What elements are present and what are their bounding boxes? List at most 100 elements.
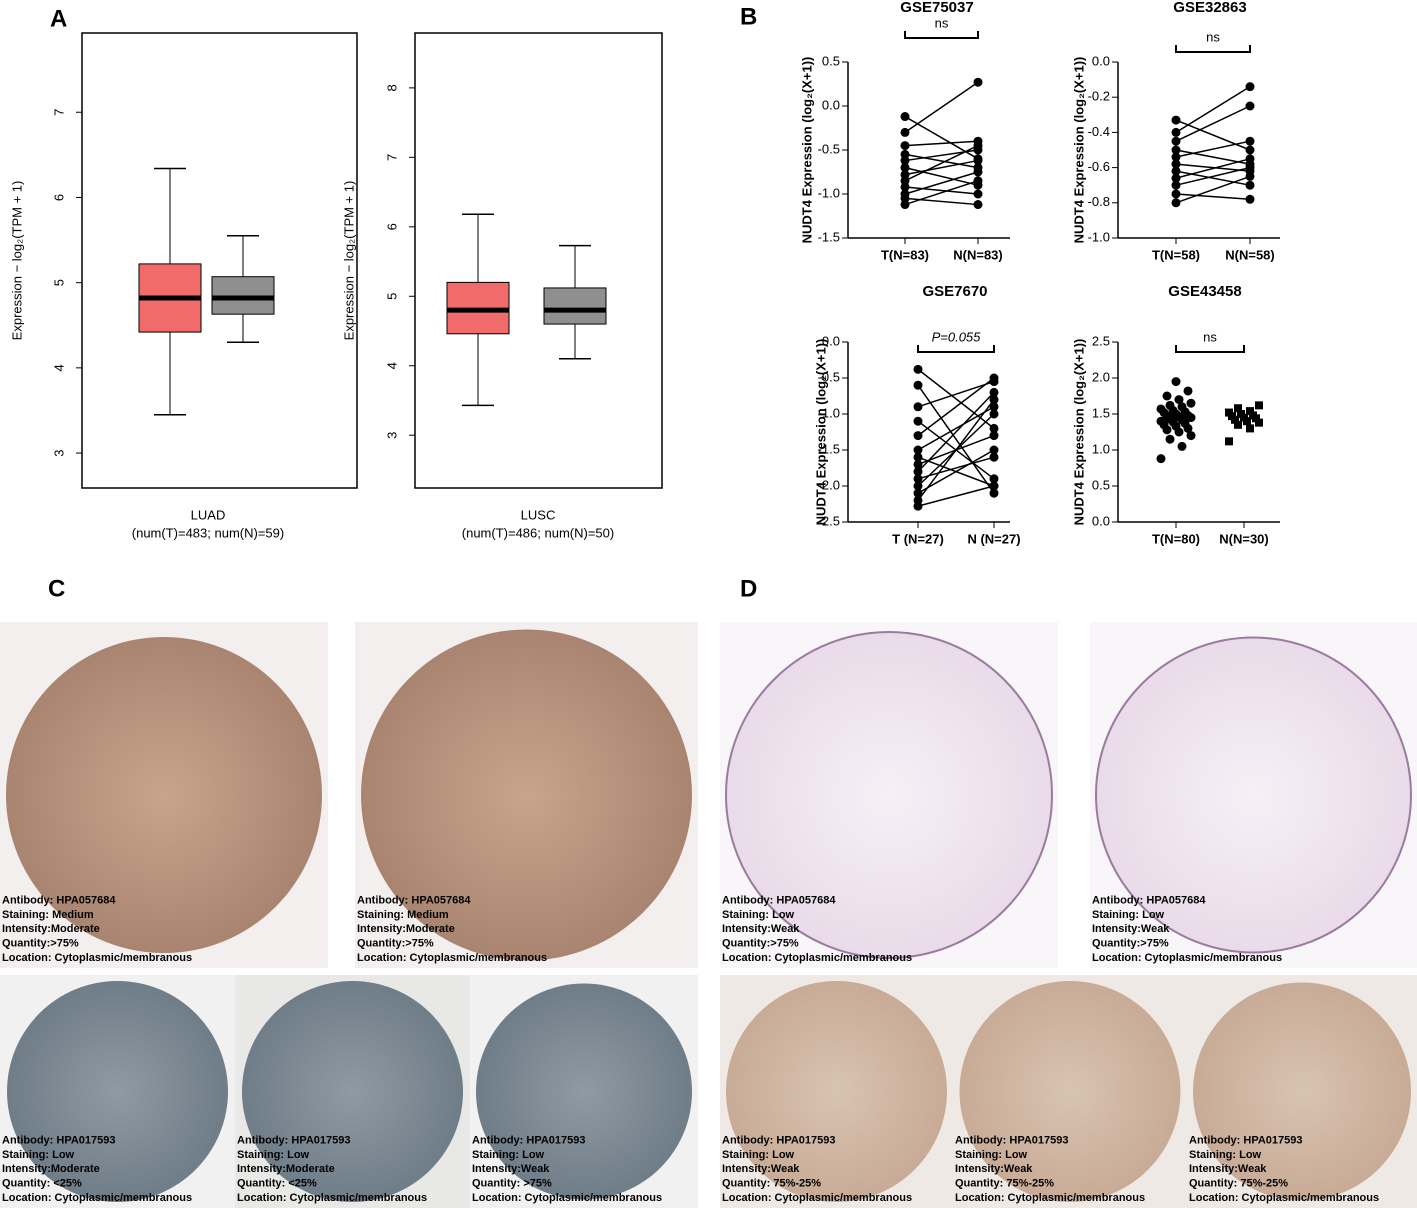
point xyxy=(1171,189,1181,199)
y-tick-label: 0.0 xyxy=(1092,513,1110,528)
tissue-core xyxy=(959,981,1181,1202)
x-tick-label: N(N=83) xyxy=(953,247,1003,262)
point xyxy=(1171,152,1181,162)
y-tick-label: -1.0 xyxy=(818,405,840,420)
point xyxy=(1186,431,1196,441)
y-tick-label: -0.2 xyxy=(1088,89,1110,104)
y-tick-label: -2.5 xyxy=(818,513,840,528)
x-tick-label: N (N=27) xyxy=(967,531,1020,546)
tissue-core xyxy=(242,981,463,1202)
image-caption: Antibody: HPA017593 xyxy=(1189,1134,1303,1146)
point xyxy=(973,167,983,177)
image-caption: Antibody: HPA017593 xyxy=(2,1134,116,1146)
pair-line xyxy=(904,81,979,134)
image-caption: Intensity:Weak xyxy=(722,1163,800,1175)
point xyxy=(1255,401,1263,410)
y-tick-label: 4 xyxy=(384,362,399,369)
point xyxy=(900,176,910,186)
plot-frame xyxy=(414,32,663,489)
pair-line xyxy=(917,485,995,507)
y-tick-label: -0.8 xyxy=(1088,194,1110,209)
point xyxy=(900,149,910,159)
panel-label: B xyxy=(740,3,757,30)
point xyxy=(973,176,983,186)
point xyxy=(1177,441,1187,451)
point xyxy=(1249,411,1257,420)
point xyxy=(989,431,999,441)
point xyxy=(1245,101,1255,111)
pair-line xyxy=(917,456,995,480)
point xyxy=(1156,454,1166,464)
image-caption: Quantity: <25% xyxy=(237,1178,317,1190)
point xyxy=(913,459,923,469)
point xyxy=(1237,410,1245,418)
y-tick-label: -0.4 xyxy=(1088,124,1110,139)
y-axis-label: NUDT4 Expression (log₂(X+1)) xyxy=(813,339,828,526)
tissue-core xyxy=(726,981,947,1202)
pair-line xyxy=(1175,193,1251,201)
image-caption: Intensity:Weak xyxy=(472,1163,550,1175)
image-caption: Antibody: HPA017593 xyxy=(472,1134,586,1146)
pair-line xyxy=(904,180,979,206)
image-caption: Location: Cytoplasmic/membranous xyxy=(955,1192,1145,1204)
image-caption: Antibody: HPA057684 xyxy=(1092,894,1206,906)
pair-line xyxy=(917,377,995,437)
image-caption: Intensity:Weak xyxy=(722,923,800,935)
y-tick-label: 0.0 xyxy=(822,333,840,348)
x-tick-label: N(N=30) xyxy=(1219,531,1269,546)
chart-title: GSE7670 xyxy=(922,283,987,300)
point xyxy=(1171,180,1181,190)
point xyxy=(913,431,923,441)
chart-title: GSE43458 xyxy=(1168,283,1241,300)
point xyxy=(900,182,910,192)
pair-line xyxy=(904,197,979,206)
point xyxy=(1171,145,1181,155)
pair-line xyxy=(904,115,979,160)
image-caption: Quantity: 75%-25% xyxy=(1189,1178,1288,1190)
y-axis-label: Expression − log₂(TPM + 1) xyxy=(9,181,24,341)
image-caption: Intensity:Moderate xyxy=(2,1163,100,1175)
point xyxy=(989,488,999,498)
panel-label: C xyxy=(48,575,65,602)
y-tick-label: -2.0 xyxy=(818,477,840,492)
point xyxy=(1234,420,1242,429)
y-tick-label: 6 xyxy=(384,223,399,230)
pair-line xyxy=(904,144,979,182)
image-caption: Antibody: HPA017593 xyxy=(237,1134,351,1146)
point xyxy=(1245,163,1255,173)
tissue-core xyxy=(7,981,228,1202)
x-tick-label: T(N=80) xyxy=(1152,531,1200,546)
image-caption: Quantity:>75% xyxy=(722,938,799,950)
point xyxy=(913,481,923,491)
point xyxy=(1171,127,1181,137)
box xyxy=(211,276,275,315)
point xyxy=(1165,400,1175,410)
point xyxy=(1171,115,1181,125)
y-tick-label: -1.5 xyxy=(818,441,840,456)
tissue-core xyxy=(1193,982,1411,1201)
point xyxy=(1245,194,1255,204)
pair-line xyxy=(904,140,979,147)
point xyxy=(1225,408,1233,417)
image-caption: Staining: Low xyxy=(722,1149,795,1161)
panel-label: A xyxy=(50,5,67,32)
point xyxy=(1165,434,1175,444)
pair-line xyxy=(1175,158,1251,179)
image-caption: Location: Cytoplasmic/membranous xyxy=(357,952,547,964)
point xyxy=(989,395,999,405)
point xyxy=(913,488,923,498)
point xyxy=(900,193,910,203)
point xyxy=(989,402,999,412)
point xyxy=(913,416,923,426)
pair-line xyxy=(917,368,995,429)
significance-label: ns xyxy=(1203,329,1217,344)
point xyxy=(1162,391,1172,401)
point xyxy=(989,452,999,462)
image-caption: Intensity:Moderate xyxy=(237,1163,335,1175)
y-tick-label: 5 xyxy=(384,293,399,300)
point xyxy=(900,127,910,137)
image-caption: Antibody: HPA057684 xyxy=(357,894,471,906)
image-caption: Intensity:Moderate xyxy=(2,923,100,935)
x-axis-label: LUSC xyxy=(521,507,556,522)
pair-line xyxy=(904,171,979,195)
